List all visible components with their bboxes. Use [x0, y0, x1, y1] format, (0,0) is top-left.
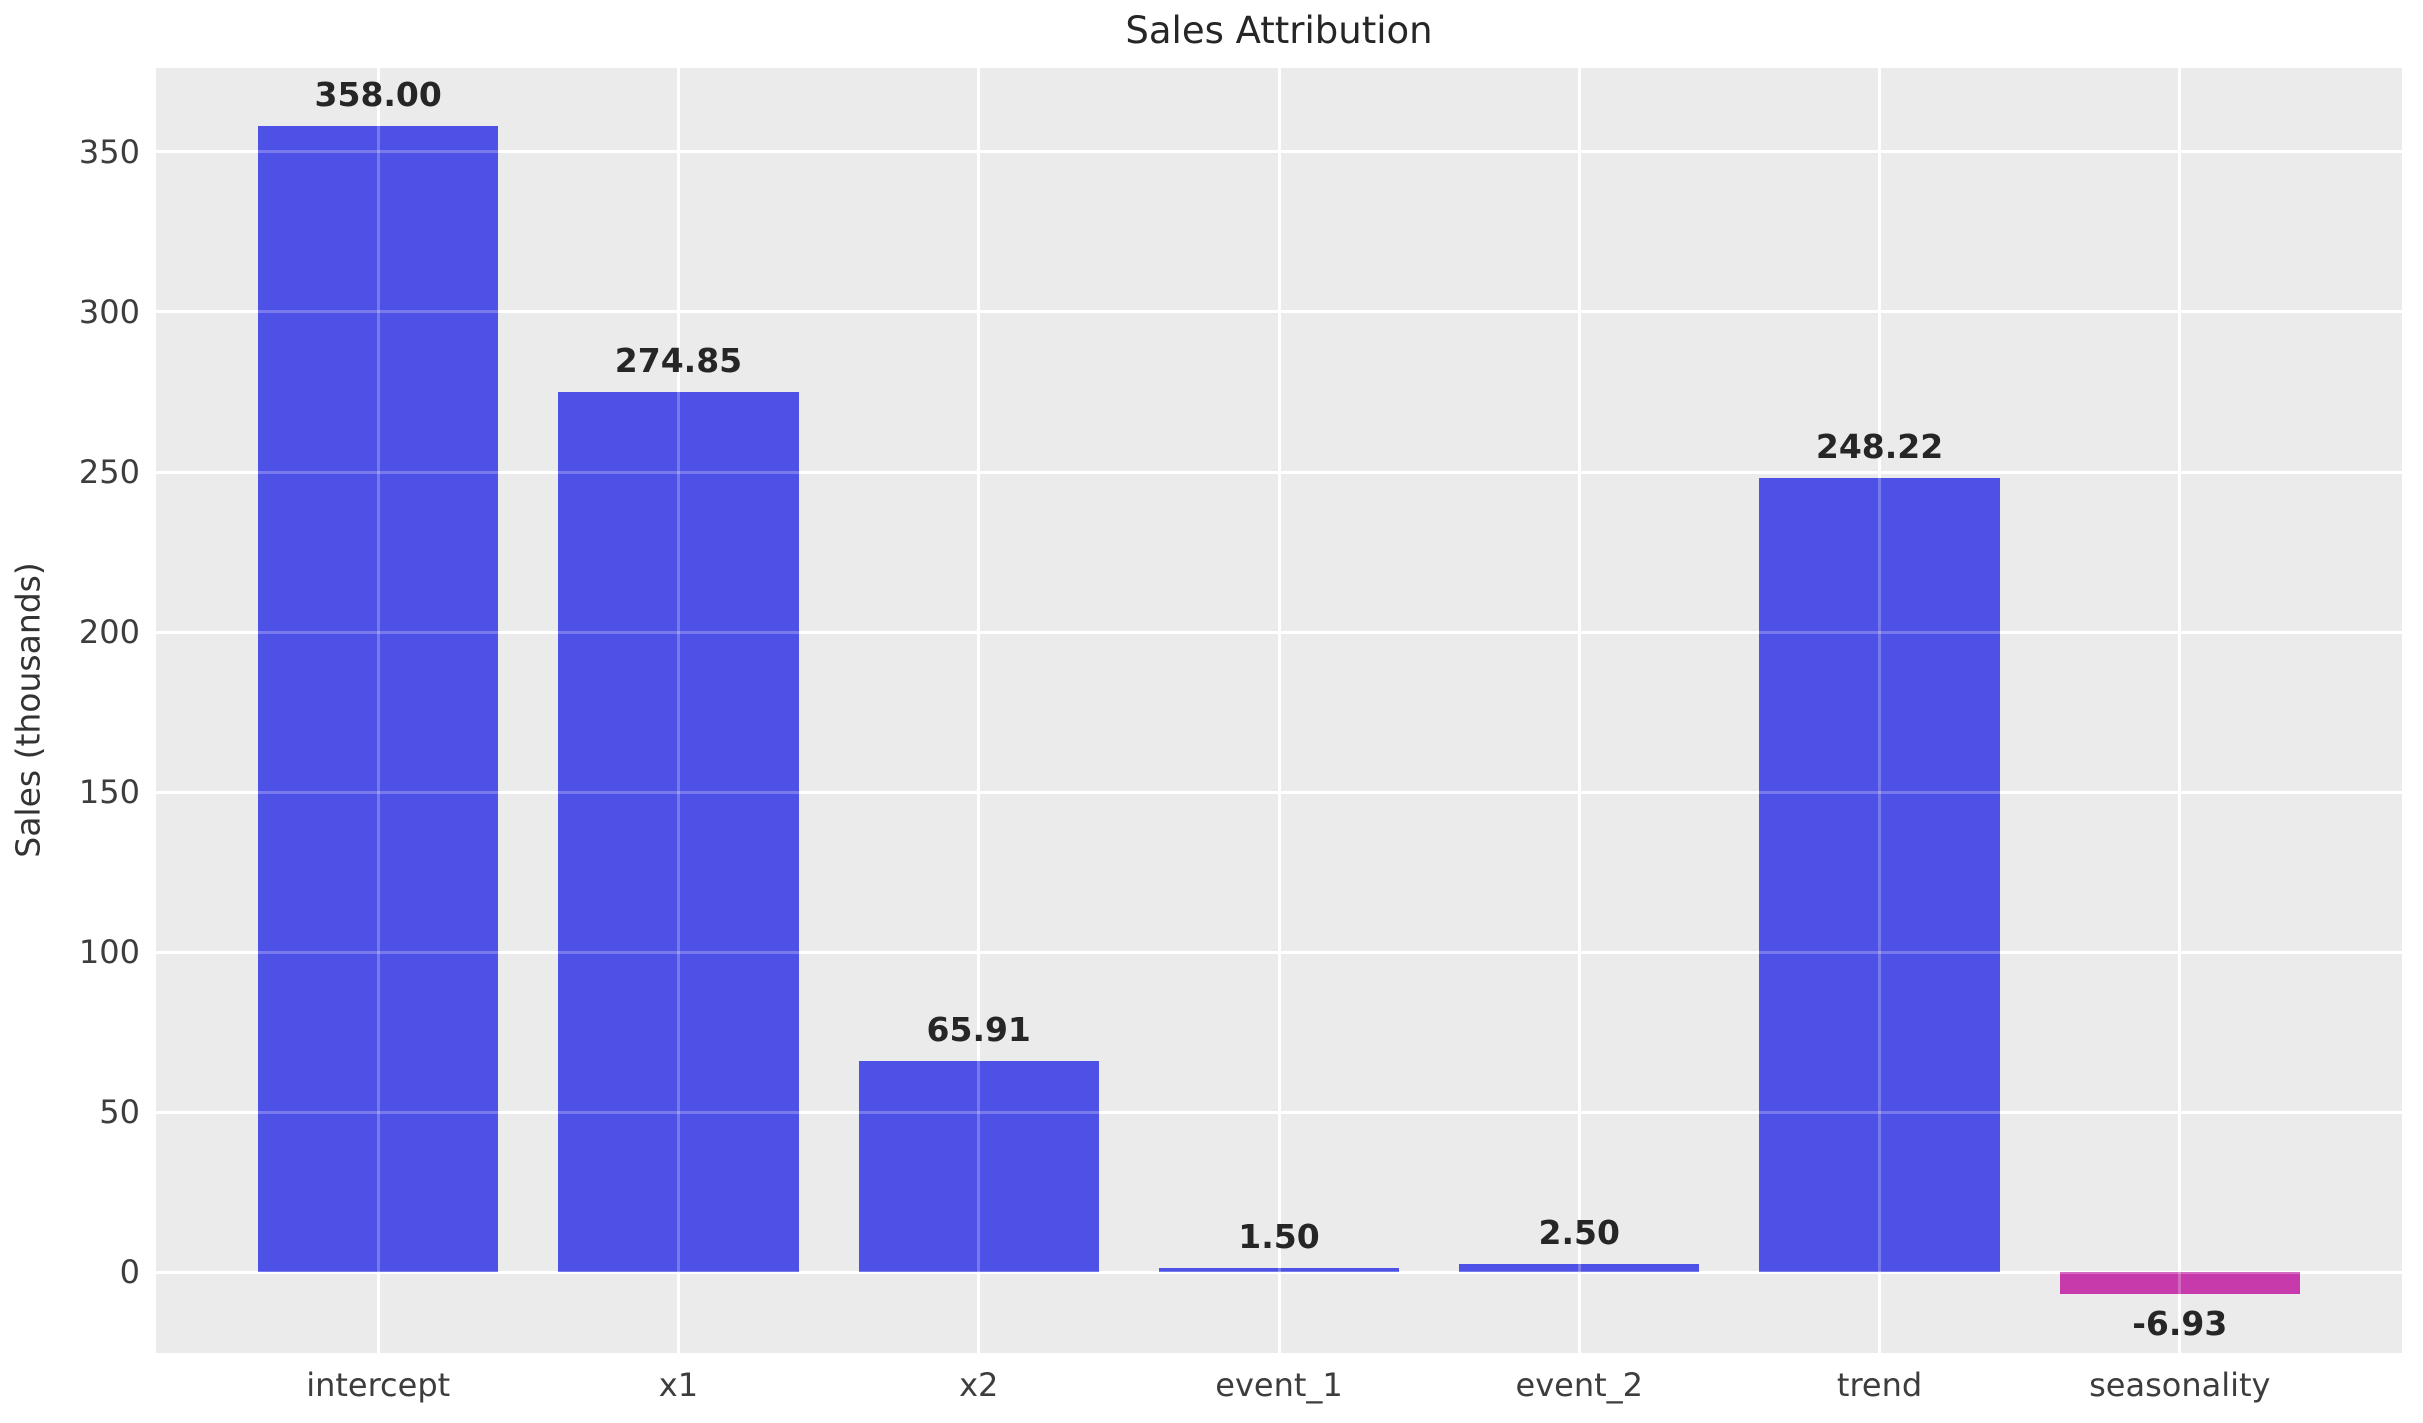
x-tick-label-trend: trend: [1836, 1366, 1923, 1404]
bar-x1: [558, 392, 799, 1273]
plot-area: [156, 68, 2402, 1353]
bar-value-label-intercept: 358.00: [314, 75, 442, 115]
bar-event_2: [1459, 1264, 1700, 1273]
bar-trend: [1759, 477, 2000, 1273]
bar-value-label-trend: 248.22: [1815, 426, 1944, 466]
bar-seasonality: [2059, 1272, 2300, 1295]
x-tick-label-event_1: event_1: [1215, 1366, 1343, 1404]
bar-x2: [858, 1061, 1099, 1273]
bar-value-label-x1: 274.85: [614, 341, 743, 381]
y-tick-label: 300: [78, 292, 140, 331]
y-tick-label: 350: [78, 132, 140, 171]
y-tick-label: 150: [78, 773, 140, 812]
bar-value-label-event_2: 2.50: [1538, 1213, 1620, 1253]
bar-value-label-event_1: 1.50: [1238, 1216, 1320, 1256]
bar-value-label-x2: 65.91: [926, 1010, 1031, 1050]
y-tick-label: 200: [78, 613, 140, 652]
x-tick-label-intercept: intercept: [306, 1366, 451, 1404]
v-gridline: [1277, 68, 1281, 1353]
x-tick-label-event_2: event_2: [1515, 1366, 1644, 1404]
x-tick-label-x1: x1: [658, 1366, 699, 1404]
bar-layer: [156, 68, 2402, 1353]
v-gridline: [977, 68, 981, 1353]
bar-value-label-seasonality: -6.93: [2132, 1303, 2228, 1343]
y-axis-label: Sales (thousands): [8, 562, 48, 858]
chart-title: Sales Attribution: [1125, 9, 1433, 52]
v-gridline: [1577, 68, 1581, 1353]
y-tick-label: 250: [78, 453, 140, 491]
x-tick-label-seasonality: seasonality: [2089, 1366, 2271, 1404]
v-gridline: [2178, 68, 2182, 1353]
y-tick-label: 50: [99, 1093, 140, 1132]
bar-event_1: [1158, 1267, 1400, 1273]
y-tick-label: 0: [119, 1253, 140, 1292]
x-tick-label-x2: x2: [959, 1366, 999, 1404]
bar-intercept: [258, 126, 499, 1273]
y-tick-label: 100: [78, 933, 140, 972]
